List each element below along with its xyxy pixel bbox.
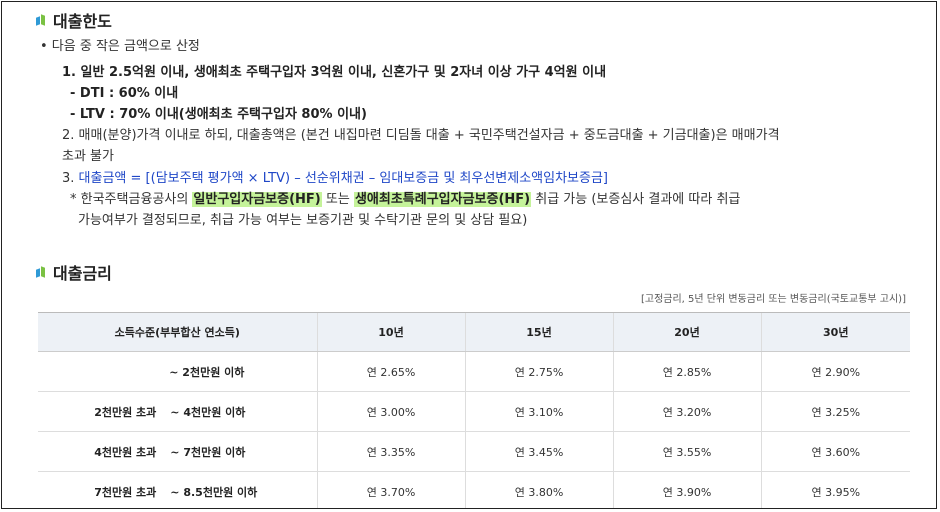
income-upper: ~ 4천만원 이하	[170, 405, 246, 419]
limit-dti: - DTI : 60% 이내	[70, 86, 179, 101]
note-mid: 또는	[321, 192, 354, 207]
income-lower: 4천만원 초과	[94, 445, 157, 459]
note-post: 취급 가능 (보증심사 결과에 따라 취급	[531, 192, 741, 207]
book-icon	[36, 267, 46, 278]
loan-amount-formula: 대출금액 = [(담보주택 평가액 × LTV) – 선순위채권 – 임대보증금…	[78, 171, 609, 186]
limit-bullet: • 다음 중 작은 금액으로 산정	[40, 39, 200, 54]
limit-item-3-number: 3.	[62, 171, 79, 186]
header-15y: 15년	[464, 312, 613, 352]
rate-15y: 연 3.45%	[464, 431, 613, 472]
limit-item-3: 3. 대출금액 = [(담보주택 평가액 × LTV) – 선순위채권 – 임대…	[62, 170, 608, 188]
income-lower: 7천만원 초과	[94, 485, 157, 499]
header-30y: 30년	[760, 312, 910, 352]
rate-note: [고정금리, 5년 단위 변동금리 또는 변동금리(국토교통부 고시)]	[640, 294, 906, 305]
income-upper: ~ 2천만원 이하	[169, 365, 245, 379]
limit-item-2b: 초과 불가	[62, 149, 114, 164]
note-star: *	[70, 192, 77, 207]
rate-20y: 연 2.85%	[612, 351, 761, 392]
header-income: 소득수준(부부합산 연소득)	[38, 312, 317, 352]
limit-item-1: 1. 일반 2.5억원 이내, 생애최초 주택구입자 3억원 이내, 신혼가구 …	[62, 65, 607, 80]
limit-item-2a: 2. 매매(분양)가격 이내로 하되, 대출총액은 (본건 내집마련 디딤돌 대…	[62, 128, 780, 143]
income-lower	[95, 364, 155, 380]
loan-limit-heading: 대출한도	[36, 8, 112, 32]
loan-limit-title: 대출한도	[53, 12, 112, 31]
rate-table-header-row: 소득수준(부부합산 연소득) 10년 15년 20년 30년	[38, 312, 910, 352]
guarantee-note: * 한국주택금융공사의 일반구입자금보증(HF) 또는 생애최초특례구입자금보증…	[70, 191, 740, 209]
loan-rate-heading: 대출금리	[36, 260, 112, 284]
loan-rate-title: 대출금리	[53, 264, 112, 283]
highlight-first-home-guarantee: 생애최초특례구입자금보증(HF)	[353, 192, 532, 207]
rate-10y: 연 3.00%	[316, 391, 465, 432]
rate-10y: 연 3.70%	[316, 471, 465, 508]
rate-30y: 연 3.95%	[760, 471, 910, 508]
rate-15y: 연 2.75%	[464, 351, 613, 392]
rate-10y: 연 3.35%	[316, 431, 465, 472]
table-row: 2천만원 초과 ~ 4천만원 이하 연 3.00% 연 3.10% 연 3.20%…	[38, 391, 910, 432]
book-icon	[36, 15, 46, 26]
highlight-general-guarantee: 일반구입자금보증(HF)	[192, 192, 322, 207]
table-row: ~ 2천만원 이하 연 2.65% 연 2.75% 연 2.85% 연 2.90…	[38, 351, 910, 392]
rate-20y: 연 3.20%	[612, 391, 761, 432]
rate-15y: 연 3.80%	[464, 471, 613, 508]
guarantee-note-line2: 가능여부가 결정되므로, 취급 가능 여부는 보증기관 및 수탁기관 문의 및 …	[78, 213, 528, 228]
rate-15y: 연 3.10%	[464, 391, 613, 432]
income-lower: 2천만원 초과	[94, 405, 157, 419]
rate-30y: 연 2.90%	[760, 351, 910, 392]
header-20y: 20년	[612, 312, 761, 352]
rate-20y: 연 3.90%	[612, 471, 761, 508]
income-upper: ~ 8.5천만원 이하	[170, 485, 258, 499]
rate-20y: 연 3.55%	[612, 431, 761, 472]
rate-30y: 연 3.25%	[760, 391, 910, 432]
limit-ltv: - LTV : 70% 이내(생애최초 주택구입자 80% 이내)	[70, 107, 367, 122]
income-upper: ~ 7천만원 이하	[170, 445, 246, 459]
income-range: 2천만원 초과 ~ 4천만원 이하	[38, 391, 317, 432]
rate-10y: 연 2.65%	[316, 351, 465, 392]
rate-table: 소득수준(부부합산 연소득) 10년 15년 20년 30년 ~ 2천만원 이하…	[38, 312, 910, 508]
table-row: 7천만원 초과 ~ 8.5천만원 이하 연 3.70% 연 3.80% 연 3.9…	[38, 471, 910, 508]
header-10y: 10년	[316, 312, 465, 352]
table-row: 4천만원 초과 ~ 7천만원 이하 연 3.35% 연 3.45% 연 3.55%…	[38, 431, 910, 472]
income-range: 4천만원 초과 ~ 7천만원 이하	[38, 431, 317, 472]
note-pre: 한국주택금융공사의	[80, 192, 193, 207]
income-range: ~ 2천만원 이하	[38, 351, 317, 392]
income-range: 7천만원 초과 ~ 8.5천만원 이하	[38, 471, 317, 508]
rate-30y: 연 3.60%	[760, 431, 910, 472]
